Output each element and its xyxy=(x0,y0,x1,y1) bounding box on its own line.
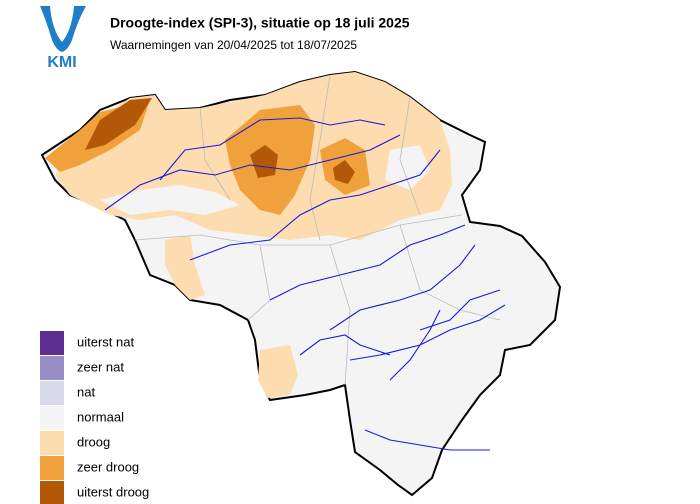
legend-swatch xyxy=(40,481,64,504)
map xyxy=(40,70,562,497)
legend-swatch xyxy=(40,431,64,455)
legend-label: nat xyxy=(77,384,95,399)
legend-label: uiterst droog xyxy=(77,484,149,499)
legend-label: zeer droog xyxy=(77,459,139,474)
legend-swatch xyxy=(40,456,64,480)
legend-label: normaal xyxy=(77,409,124,424)
legend-label: zeer nat xyxy=(77,359,124,374)
area-droog xyxy=(165,235,205,300)
legend-swatch xyxy=(40,381,64,405)
legend-swatch xyxy=(40,331,64,355)
legend-swatch xyxy=(40,356,64,380)
drought-areas xyxy=(45,72,452,398)
map-title: Droogte-index (SPI-3), situatie op 18 ju… xyxy=(110,15,410,31)
legend-label: uiterst nat xyxy=(77,334,134,349)
province-borders xyxy=(134,74,501,386)
logo-shape xyxy=(40,6,86,52)
rivers xyxy=(104,117,506,451)
area-droog xyxy=(258,345,298,398)
area-normaal xyxy=(385,145,430,190)
logo: KMI xyxy=(38,5,88,71)
area-uiterst-droog xyxy=(250,145,278,178)
logo-text: KMI xyxy=(47,54,76,71)
area-normaal xyxy=(100,185,240,215)
legend: uiterst nat zeer nat nat normaal droog zeer d… xyxy=(40,331,149,504)
area-uiterst-droog xyxy=(333,160,355,184)
legend-swatch xyxy=(40,406,64,430)
legend-label: droog xyxy=(77,434,110,449)
map-subtitle: Waarnemingen van 20/04/2025 tot 18/07/20… xyxy=(110,38,357,52)
area-uiterst-droog xyxy=(85,98,152,150)
